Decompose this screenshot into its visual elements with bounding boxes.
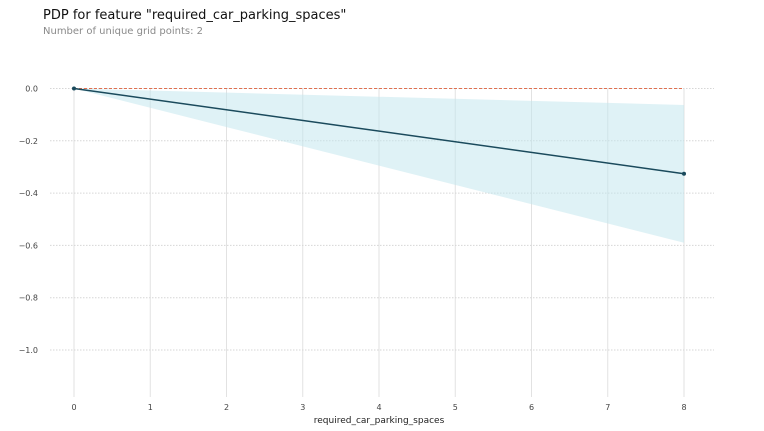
chart-title: PDP for feature "required_car_parking_sp… xyxy=(43,8,347,23)
x-tick-label-4: 4 xyxy=(376,403,381,412)
x-tick-label-8: 8 xyxy=(681,403,686,412)
x-tick-label-6: 6 xyxy=(529,403,534,412)
confidence-band xyxy=(74,88,684,243)
y-tick-label-5: −1.0 xyxy=(19,346,38,355)
x-tick-label-0: 0 xyxy=(71,403,76,412)
pdp-point-0 xyxy=(72,86,76,91)
pdp-line-layer xyxy=(72,86,686,176)
x-tick-label-2: 2 xyxy=(224,403,229,412)
pdp-line xyxy=(73,87,685,175)
y-tick-label-4: −0.8 xyxy=(19,294,38,303)
y-tick-labels: 0.0 −0.2 −0.4 −0.6 −0.8 −1.0 xyxy=(19,85,38,356)
confidence-band-layer xyxy=(74,88,684,243)
chart-subtitle: Number of unique grid points: 2 xyxy=(43,26,204,37)
y-tick-label-3: −0.6 xyxy=(19,241,38,250)
y-tick-label-2: −0.4 xyxy=(19,189,38,198)
y-tick-label-1: −0.2 xyxy=(19,137,38,146)
x-tick-label-3: 3 xyxy=(300,403,305,412)
x-tick-labels: 0 1 2 3 4 5 6 7 8 xyxy=(71,403,686,412)
x-tick-label-1: 1 xyxy=(148,403,153,412)
x-tick-label-5: 5 xyxy=(453,403,458,412)
pdp-point-1 xyxy=(682,171,686,176)
y-tick-label-0: 0.0 xyxy=(25,85,38,94)
x-tick-label-7: 7 xyxy=(605,403,610,412)
x-axis-label: required_car_parking_spaces xyxy=(314,416,445,426)
